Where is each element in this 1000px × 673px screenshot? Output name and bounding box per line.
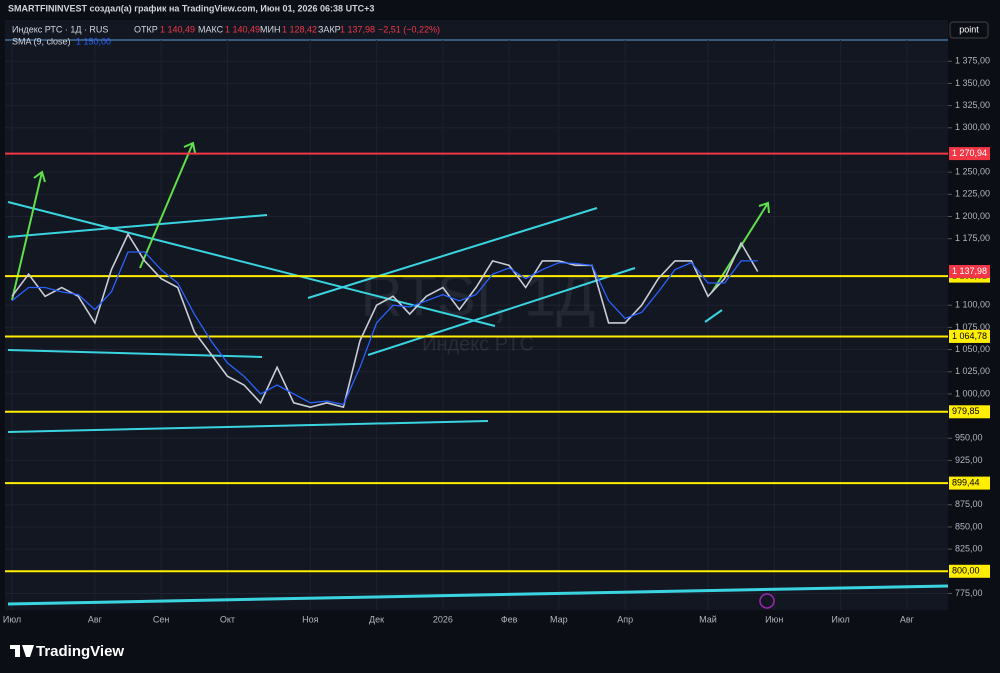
x-tick-label: Сен bbox=[153, 614, 170, 624]
high-label: МАКС bbox=[198, 24, 224, 34]
open-label: ОТКР bbox=[134, 24, 158, 34]
level-tag bbox=[949, 147, 990, 161]
open-value: 1 140,49 bbox=[160, 24, 195, 34]
trendline bbox=[7, 420, 489, 433]
arrow bbox=[711, 201, 770, 293]
watermark: RTSI, 1Д Индекс РТС bbox=[361, 263, 596, 355]
low-value: 1 128,42 bbox=[282, 24, 317, 34]
price-label: 1 137,98 bbox=[952, 266, 987, 276]
y-tick-label: 1 350,00 bbox=[955, 78, 990, 88]
series-line bbox=[11, 232, 759, 409]
y-tick-label: 1 100,00 bbox=[955, 300, 990, 310]
y-tick-label: 1 200,00 bbox=[955, 211, 990, 221]
x-tick-label: Июн bbox=[765, 614, 783, 624]
chart-pane bbox=[5, 20, 948, 610]
x-tick-label: Июл bbox=[831, 614, 849, 624]
x-tick-label: Мар bbox=[550, 614, 568, 624]
x-tick-label: 2026 bbox=[433, 614, 453, 624]
point-button-label[interactable]: point bbox=[959, 24, 979, 34]
event-icon[interactable] bbox=[759, 593, 775, 609]
x-tick-label: Май bbox=[699, 614, 717, 624]
y-tick-label: 925,00 bbox=[955, 455, 983, 465]
x-tick-label: Окт bbox=[220, 614, 235, 624]
point-button[interactable] bbox=[949, 21, 989, 39]
brand: TradingView bbox=[36, 643, 124, 660]
sma-value: 1 150,00 bbox=[76, 36, 111, 46]
y-tick-label: 1 175,00 bbox=[955, 233, 990, 243]
logo-icon bbox=[10, 645, 34, 657]
legend: Индекс РТС · 1Д · RUS ОТКР 1 140,49 МАКС… bbox=[12, 24, 440, 46]
y-tick-label: 1 225,00 bbox=[955, 189, 990, 199]
grid bbox=[5, 40, 948, 610]
y-tick-label: 1 250,00 bbox=[955, 167, 990, 177]
y-tick-label: 775,00 bbox=[955, 588, 983, 598]
y-tick-label: 1 375,00 bbox=[955, 56, 990, 66]
arrow bbox=[139, 141, 196, 269]
watermark-title: RTSI, 1Д bbox=[361, 263, 596, 328]
level-label: 979,85 bbox=[952, 406, 980, 416]
change: −2,51 (−0,22%) bbox=[378, 24, 440, 34]
sma-legend: SMA (9, close) bbox=[12, 36, 71, 46]
watermark-subtitle: Индекс РТС bbox=[422, 333, 534, 355]
trendline bbox=[7, 584, 949, 606]
y-tick-label: 850,00 bbox=[955, 521, 983, 531]
y-tick-label: 825,00 bbox=[955, 543, 983, 553]
trendline bbox=[7, 349, 263, 358]
trendline bbox=[367, 267, 636, 356]
x-tick-label: Авг bbox=[88, 614, 103, 624]
trendline bbox=[704, 309, 723, 323]
level-tag bbox=[949, 405, 990, 419]
x-tick-label: Ноя bbox=[302, 614, 319, 624]
level-label: 1 270,94 bbox=[952, 148, 987, 158]
close-label: ЗАКР bbox=[318, 24, 341, 34]
x-tick-label: Апр bbox=[617, 614, 633, 624]
y-tick-label: 950,00 bbox=[955, 433, 983, 443]
high-value: 1 140,49 bbox=[225, 24, 260, 34]
trendline bbox=[7, 214, 268, 238]
x-tick-label: Авг bbox=[900, 614, 915, 624]
arrow bbox=[11, 170, 46, 301]
y-tick-label: 875,00 bbox=[955, 499, 983, 509]
y-tick-label: 1 050,00 bbox=[955, 344, 990, 354]
y-tick-label: 1 300,00 bbox=[955, 122, 990, 132]
close-value: 1 137,98 bbox=[340, 24, 375, 34]
y-tick-label: 1 025,00 bbox=[955, 366, 990, 376]
legend-title: Индекс РТС · 1Д · RUS bbox=[12, 24, 108, 34]
level-label: 899,44 bbox=[952, 477, 980, 487]
x-tick-label: Дек bbox=[369, 614, 384, 624]
price-tag bbox=[949, 265, 990, 279]
x-tick-label: Фев bbox=[501, 614, 518, 624]
y-tick-label: 1 075,00 bbox=[955, 322, 990, 332]
y-tick-label: 1 325,00 bbox=[955, 100, 990, 110]
x-tick-label: Июл bbox=[3, 614, 21, 624]
level-label: 800,00 bbox=[952, 566, 980, 576]
level-tag bbox=[949, 476, 990, 490]
level-tag bbox=[949, 564, 990, 578]
header: SMARTFININVEST создал(а) график на Tradi… bbox=[8, 3, 374, 13]
series-line bbox=[11, 251, 758, 406]
level-tag bbox=[949, 329, 990, 343]
level-label: 1 064,78 bbox=[952, 331, 987, 341]
low-label: МИН bbox=[260, 24, 280, 34]
trendline bbox=[307, 207, 598, 299]
y-tick-label: 1 000,00 bbox=[955, 388, 990, 398]
